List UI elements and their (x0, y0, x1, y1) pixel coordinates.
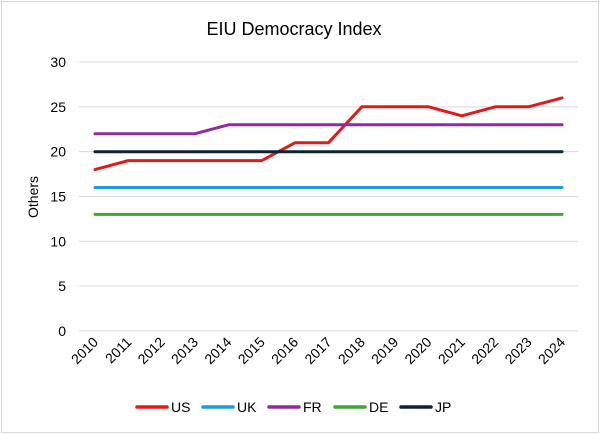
x-tick-2014: 2014 (201, 334, 234, 367)
legend-label-jp: JP (435, 399, 451, 415)
x-tick-2010: 2010 (68, 334, 101, 367)
y-tick-10: 10 (50, 233, 66, 249)
series-line-us (93, 96, 564, 172)
legend-label-de: DE (369, 399, 388, 415)
x-tick-2019: 2019 (368, 334, 401, 367)
legend-label-us: US (171, 399, 190, 415)
chart-title: EIU Democracy Index (206, 19, 381, 39)
x-tick-2017: 2017 (301, 334, 334, 367)
legend: US UK FR DE JP (135, 399, 451, 415)
x-tick-2013: 2013 (168, 334, 201, 367)
gridlines (79, 61, 578, 332)
x-tick-2015: 2015 (235, 334, 268, 367)
x-tick-2011: 2011 (102, 334, 135, 367)
y-tick-0: 0 (58, 323, 66, 339)
y-tick-30: 30 (50, 54, 66, 70)
x-tick-2023: 2023 (501, 334, 534, 367)
x-tick-2012: 2012 (134, 334, 167, 367)
x-tick-2018: 2018 (335, 334, 368, 367)
x-tick-labels: 2010 2011 2012 2013 2014 2015 2016 2017 2018 2019… (68, 334, 568, 367)
x-tick-2024: 2024 (535, 334, 568, 367)
legend-label-fr: FR (303, 399, 322, 415)
y-axis-label: Others (25, 176, 41, 218)
x-tick-2021: 2021 (435, 334, 468, 367)
x-tick-2020: 2020 (401, 334, 434, 367)
y-tick-labels: 0 5 10 15 20 25 30 (50, 54, 66, 339)
x-tick-2022: 2022 (468, 334, 501, 367)
series-lines (93, 96, 564, 216)
y-tick-25: 25 (50, 99, 66, 115)
y-tick-5: 5 (58, 278, 66, 294)
legend-label-uk: UK (237, 399, 257, 415)
series-line-fr (93, 123, 564, 136)
y-tick-15: 15 (50, 189, 66, 205)
x-tick-2016: 2016 (268, 334, 301, 367)
y-tick-20: 20 (50, 144, 66, 160)
